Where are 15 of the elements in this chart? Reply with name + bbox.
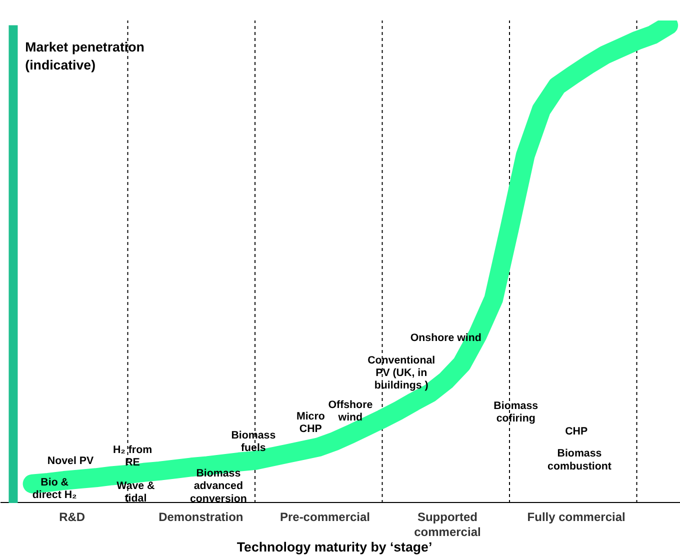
- annotation: Offshore wind: [328, 398, 373, 424]
- annotation: Biomass cofiring: [494, 400, 538, 424]
- annotation: Wave & tidal: [116, 480, 156, 505]
- text: Pre-commercial: [280, 510, 370, 524]
- text: R&D: [59, 510, 86, 524]
- text: Supported commercial: [414, 510, 481, 539]
- annotation: Novel PV: [47, 454, 94, 467]
- annotation: Micro CHP: [296, 410, 326, 436]
- annotation: Bio & direct H₂: [32, 476, 78, 501]
- x-axis-title: Technology maturity by ‘stage’: [236, 540, 432, 555]
- annotation: Biomass combustiont: [548, 448, 612, 472]
- text: Demonstration: [158, 510, 244, 524]
- y-axis-title: Market penetration (indicative): [25, 40, 144, 73]
- annotation: CHP: [565, 425, 588, 438]
- text: Fully commercial: [527, 510, 626, 524]
